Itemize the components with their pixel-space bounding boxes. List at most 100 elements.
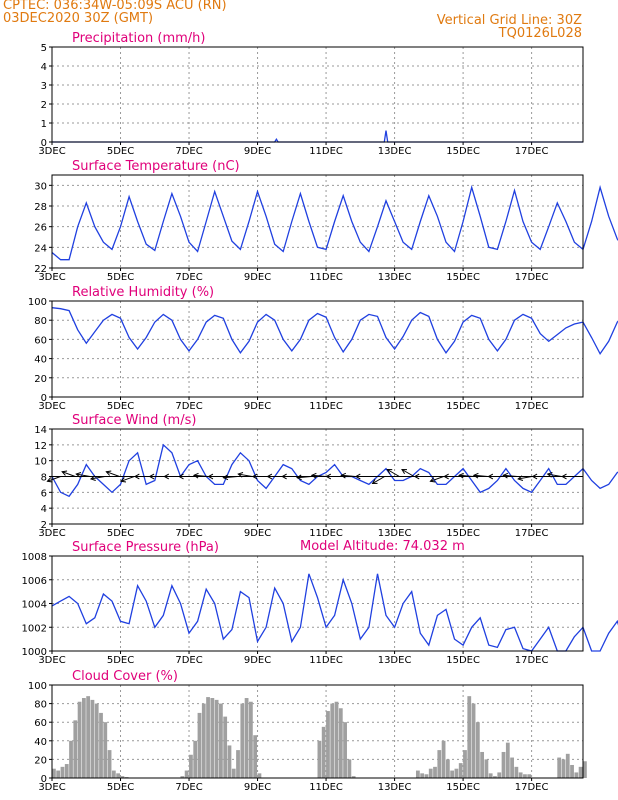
wind-arrow-head bbox=[75, 471, 82, 478]
cloud-bar bbox=[454, 768, 459, 778]
wind-arrow-head bbox=[133, 473, 140, 480]
wind-arrow-head bbox=[61, 470, 68, 476]
y-tick-label: 60 bbox=[34, 718, 47, 729]
x-tick-label: 9DEC bbox=[244, 146, 271, 157]
cloud-bar bbox=[197, 712, 202, 778]
x-tick-label: 13DEC bbox=[378, 655, 412, 666]
y-tick-label: 0 bbox=[41, 774, 47, 785]
cloud-bar bbox=[467, 696, 472, 778]
cloud-bar bbox=[445, 759, 450, 778]
y-tick-label: 0 bbox=[41, 393, 47, 404]
cloud-bar bbox=[103, 722, 108, 778]
y-tick-label: 1004 bbox=[22, 600, 47, 611]
y-tick-label: 1008 bbox=[22, 552, 47, 563]
cloud-bar bbox=[415, 770, 420, 778]
wind-arrow-head bbox=[487, 473, 494, 480]
cloud-bar bbox=[493, 776, 497, 778]
cloud-bar bbox=[488, 773, 493, 778]
vertical-grid-note: Vertical Grid Line: 30Z bbox=[436, 13, 582, 28]
cloud-bar bbox=[321, 726, 326, 778]
panel-title: Surface Temperature (nC) bbox=[72, 159, 240, 174]
x-tick-label: 7DEC bbox=[175, 528, 202, 539]
cloud-bar bbox=[236, 750, 240, 778]
x-tick-label: 3DEC bbox=[38, 272, 65, 283]
y-tick-label: 60 bbox=[34, 335, 47, 346]
cloud-bar bbox=[510, 757, 514, 778]
cloud-bar bbox=[565, 753, 570, 778]
cloud-bar bbox=[60, 766, 65, 778]
cloud-bar bbox=[484, 759, 489, 778]
wind-arrow bbox=[473, 474, 488, 477]
wind-arrow-head bbox=[413, 473, 420, 480]
cloud-bar bbox=[257, 773, 262, 778]
wind-arrow-head bbox=[163, 473, 170, 480]
x-tick-label: 5DEC bbox=[107, 528, 134, 539]
wind-arrow bbox=[372, 476, 385, 484]
cloud-bar bbox=[475, 722, 480, 778]
wind-arrow-head bbox=[340, 472, 347, 479]
x-tick-label: 17DEC bbox=[515, 655, 549, 666]
x-tick-label: 5DEC bbox=[107, 146, 134, 157]
panel-frame bbox=[51, 46, 584, 143]
cloud-bar bbox=[317, 740, 322, 778]
panel-frame bbox=[51, 684, 584, 779]
panel-4 bbox=[49, 428, 618, 527]
wind-arrow-head bbox=[531, 473, 538, 480]
data-line bbox=[51, 573, 618, 652]
cloud-bar bbox=[326, 711, 330, 778]
x-tick-label: 11DEC bbox=[309, 782, 343, 793]
x-tick-label: 15DEC bbox=[446, 655, 480, 666]
wind-arrow-head bbox=[429, 477, 436, 483]
x-tick-label: 3DEC bbox=[38, 528, 65, 539]
x-tick-label: 7DEC bbox=[175, 655, 202, 666]
cloud-bar bbox=[505, 742, 510, 778]
cloud-bar bbox=[574, 772, 579, 778]
y-tick-label: 4 bbox=[41, 62, 47, 73]
wind-arrow bbox=[61, 471, 76, 477]
cloud-bar bbox=[120, 776, 125, 778]
cloud-bar bbox=[253, 735, 258, 778]
wind-arrow-head bbox=[371, 478, 378, 485]
x-tick-label: 5DEC bbox=[107, 272, 134, 283]
panel-title: Cloud Cover (%) bbox=[72, 669, 178, 684]
y-tick-label: 1006 bbox=[22, 576, 47, 587]
y-tick-label: 100 bbox=[28, 297, 47, 308]
wind-arrow-head bbox=[266, 473, 273, 480]
cloud-bar bbox=[338, 708, 343, 778]
wind-arrow bbox=[120, 476, 135, 482]
y-tick-label: 0 bbox=[41, 138, 47, 149]
x-tick-label: 11DEC bbox=[309, 655, 343, 666]
cloud-bar bbox=[227, 745, 232, 778]
y-tick-label: 8 bbox=[41, 473, 47, 484]
x-tick-label: 3DEC bbox=[38, 146, 65, 157]
wind-arrow-head bbox=[472, 472, 479, 479]
cloud-bar bbox=[64, 764, 69, 778]
y-tick-label: 4 bbox=[41, 504, 47, 515]
y-tick-label: 6 bbox=[41, 488, 47, 499]
cloud-bar bbox=[52, 768, 56, 778]
x-tick-label: 9DEC bbox=[244, 782, 271, 793]
cloud-bar bbox=[180, 776, 185, 778]
panel-1 bbox=[49, 46, 584, 145]
y-tick-label: 1 bbox=[41, 119, 47, 130]
cloud-bar bbox=[471, 703, 476, 778]
wind-arrow-head bbox=[517, 475, 524, 482]
cloud-bar bbox=[210, 698, 215, 778]
x-tick-label: 7DEC bbox=[175, 401, 202, 412]
wind-arrow bbox=[503, 474, 518, 477]
cloud-bar bbox=[81, 698, 86, 778]
cloud-bar bbox=[77, 701, 82, 778]
cloud-bar bbox=[86, 696, 91, 778]
cloud-bar bbox=[433, 766, 437, 778]
cloud-bar bbox=[518, 772, 523, 778]
cloud-bar bbox=[116, 773, 121, 778]
wind-arrow bbox=[430, 476, 444, 482]
panel-5 bbox=[49, 555, 618, 654]
x-tick-label: 11DEC bbox=[309, 528, 343, 539]
x-tick-label: 17DEC bbox=[515, 272, 549, 283]
x-tick-label: 17DEC bbox=[515, 146, 549, 157]
y-tick-label: 14 bbox=[34, 425, 47, 436]
x-tick-label: 13DEC bbox=[378, 782, 412, 793]
y-tick-label: 20 bbox=[34, 755, 47, 766]
